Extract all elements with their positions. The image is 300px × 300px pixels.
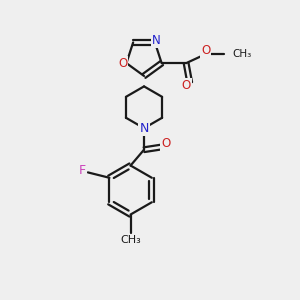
Text: CH₃: CH₃ — [232, 49, 252, 59]
Text: F: F — [79, 164, 86, 177]
Text: CH₃: CH₃ — [120, 235, 141, 244]
Text: N: N — [139, 122, 149, 135]
Text: N: N — [152, 34, 161, 46]
Text: O: O — [118, 57, 127, 70]
Text: O: O — [161, 136, 170, 150]
Text: O: O — [182, 79, 191, 92]
Text: O: O — [201, 44, 210, 57]
